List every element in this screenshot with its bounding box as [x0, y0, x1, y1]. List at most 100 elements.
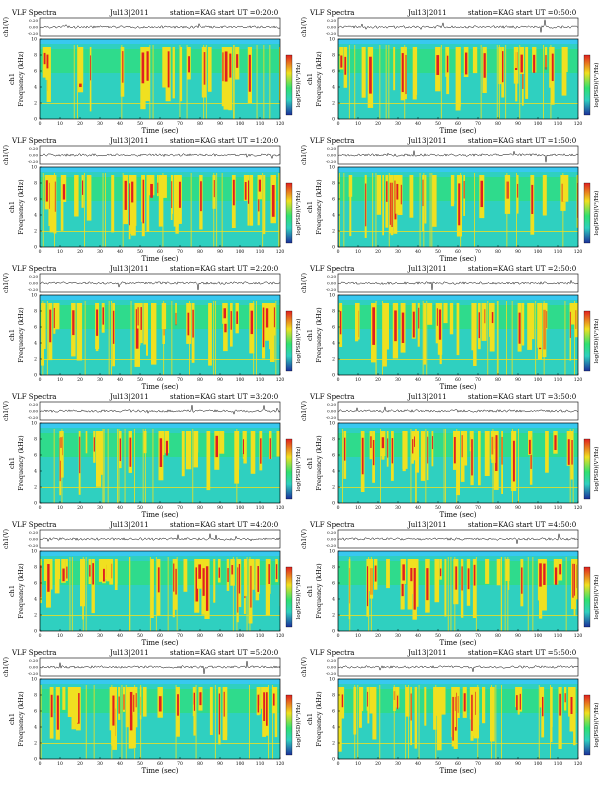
burst-red [405, 54, 407, 95]
burst-yellow [482, 687, 486, 724]
burst-yellow [85, 431, 88, 454]
time-tick-label: 10 [57, 249, 63, 255]
time-tick-label: 120 [574, 249, 583, 255]
time-tick-label: 10 [355, 761, 361, 767]
amp-axis-label: ch1(V) [3, 17, 10, 37]
burst-yellow [60, 175, 64, 231]
time-tick-label: 110 [554, 377, 563, 383]
time-tick-label: 60 [455, 633, 461, 639]
panel-title: VLF Spectra [309, 137, 354, 145]
sferic-line [140, 685, 142, 759]
sferic-line [93, 685, 95, 759]
sferic-line [73, 45, 75, 119]
sferic-line [272, 685, 273, 759]
freq-tick-label: 6 [332, 69, 335, 75]
amp-axis-label: ch1(V) [3, 145, 10, 165]
burst-yellow [143, 303, 148, 345]
burst-red [452, 696, 454, 741]
freq-tick-label: 2 [34, 229, 37, 235]
time-tick-label: 30 [97, 377, 103, 383]
burst-yellow [173, 175, 179, 227]
burst-yellow [49, 175, 55, 233]
burst-red [426, 568, 429, 601]
colorbar [285, 54, 293, 116]
time-tick-label: 10 [57, 377, 63, 383]
time-tick-label: 40 [117, 249, 123, 255]
amp-tick-label: 0.20 [29, 274, 38, 279]
spectrogram-panel: VLF Spectra Jul13|2011 station=KAG start UT… [3, 9, 302, 135]
time-tick-label: 90 [217, 505, 223, 511]
time-tick-label: 60 [157, 377, 163, 383]
amp-tick-label: -0.20 [326, 415, 337, 420]
time-tick-label: 120 [276, 505, 285, 511]
sferic-line [249, 557, 251, 631]
sferic-line [445, 429, 446, 503]
burst-red [96, 309, 99, 336]
burst-red [129, 691, 133, 731]
colorbar-label: log(PSD)(V²/Hz) [295, 447, 302, 492]
waveform-trace [337, 533, 579, 544]
spectrogram-panel: VLF Spectra Jul13|2011 station=KAG start UT… [3, 649, 302, 775]
sferic-line [253, 301, 255, 375]
time-tick-label: 60 [455, 121, 461, 127]
panel-title: VLF Spectra [309, 521, 354, 529]
burst-red [546, 311, 548, 329]
hum-line [40, 103, 280, 104]
burst-yellow [150, 559, 154, 618]
burst-red [438, 309, 442, 340]
burst-red [446, 55, 449, 73]
freq-axis-label: Frequency (kHz) [315, 691, 323, 747]
hum-line [40, 359, 280, 360]
sferic-line [404, 45, 406, 119]
burst-yellow [348, 175, 353, 197]
sferic-line [379, 685, 381, 759]
time-tick-label: 100 [236, 761, 245, 767]
burst-red [157, 182, 159, 194]
amp-tick-label: -0.20 [326, 287, 337, 292]
sferic-line [497, 301, 499, 375]
burst-red [192, 309, 194, 338]
time-tick-label: 20 [375, 121, 381, 127]
time-tick-label: 120 [574, 505, 583, 511]
burst-red [248, 180, 250, 204]
time-tick-label: 70 [177, 633, 183, 639]
panel-start-ut: start UT =4:50:0 [516, 521, 576, 529]
sferic-line [85, 557, 87, 631]
time-tick-label: 80 [197, 377, 203, 383]
time-tick-label: 20 [375, 505, 381, 511]
time-tick-label: 0 [337, 761, 340, 767]
burst-yellow [444, 559, 447, 617]
sferic-line [118, 429, 120, 503]
time-tick-label: 80 [197, 633, 203, 639]
time-tick-label: 70 [177, 121, 183, 127]
time-tick-label: 110 [256, 377, 265, 383]
sferic-line [385, 45, 387, 119]
time-tick-label: 90 [515, 633, 521, 639]
burst-red [103, 568, 105, 582]
time-tick-label: 110 [554, 249, 563, 255]
burst-red [495, 435, 498, 471]
burst-red [501, 436, 503, 465]
panel-start-ut: start UT =2:20:0 [218, 265, 278, 273]
time-tick-label: 40 [117, 505, 123, 511]
freq-tick-label: 8 [332, 53, 335, 59]
freq-tick-label: 6 [332, 197, 335, 203]
freq-tick-label: 6 [34, 69, 37, 75]
time-tick-label: 60 [455, 377, 461, 383]
time-tick-label: 10 [57, 505, 63, 511]
time-tick-label: 110 [554, 505, 563, 511]
burst-red [517, 183, 519, 198]
time-tick-label: 0 [39, 377, 42, 383]
time-tick-label: 10 [355, 377, 361, 383]
panel-station: station=KAG [468, 521, 514, 529]
burst-red [432, 436, 433, 450]
time-axis-label: Time (sec) [141, 511, 178, 519]
burst-yellow [433, 687, 437, 730]
time-tick-label: 80 [495, 377, 501, 383]
freq-tick-label: 8 [34, 309, 37, 315]
time-tick-label: 70 [475, 505, 481, 511]
heatmap-layer [338, 423, 578, 503]
sferic-line [71, 557, 73, 631]
burst-red [77, 693, 80, 724]
burst-yellow [54, 559, 60, 594]
